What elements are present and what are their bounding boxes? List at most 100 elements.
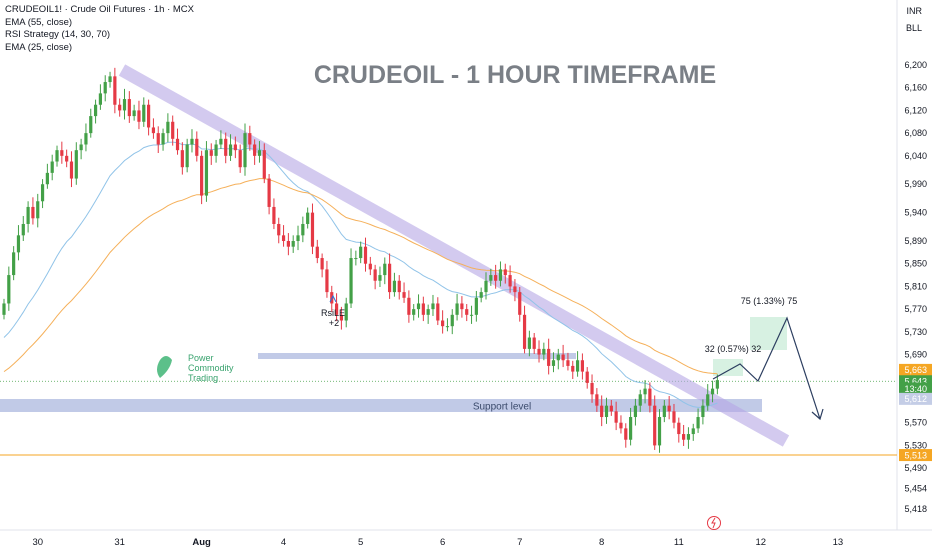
candle-body [624, 428, 628, 440]
candle-body [653, 405, 657, 446]
unit-label[interactable]: BLL [905, 23, 922, 33]
candle-body [503, 269, 507, 276]
candle-body [667, 405, 671, 412]
candle-body [262, 150, 266, 179]
candle-body [257, 150, 262, 156]
projection-path [712, 316, 821, 420]
candle-body [561, 354, 565, 361]
legend-rsi-strategy[interactable]: RSI Strategy (14, 30, 70) [5, 29, 111, 40]
candle-body [272, 206, 276, 224]
candle-body [498, 269, 503, 281]
candle-body [306, 212, 310, 224]
candle-body [12, 252, 16, 276]
candle-body [397, 280, 401, 293]
candle-body [537, 348, 541, 355]
candle-body [354, 258, 358, 260]
candle-body [127, 99, 131, 117]
candle-body [190, 138, 194, 145]
zones: Support level [0, 64, 897, 456]
candle-body [334, 303, 339, 315]
y-tick-label: 6,160 [904, 83, 927, 93]
candle-body [315, 246, 319, 259]
candle-body [228, 144, 233, 156]
candle-body [441, 320, 445, 327]
candle-body [185, 144, 189, 168]
candle-body [175, 138, 180, 151]
candle-body [522, 314, 527, 349]
trend-channel [118, 64, 790, 447]
candle-body [402, 292, 406, 298]
candle-body [421, 303, 425, 315]
legend-ema55[interactable]: EMA (55, close) [5, 16, 73, 28]
candle-body [204, 150, 209, 196]
rsi-signal-label: RsiLE [321, 308, 345, 318]
y-tick-label: 5,940 [904, 208, 927, 218]
rsi-signal-arrow [329, 294, 337, 303]
candle-body [248, 133, 252, 145]
logo-line-2: Commodity [188, 363, 234, 373]
candle-body [547, 348, 551, 366]
candle-body [657, 417, 662, 446]
candle-body [281, 235, 286, 242]
candle-body [378, 275, 382, 281]
candle-body [551, 360, 556, 366]
candle-body [320, 258, 324, 270]
candle-body [132, 110, 136, 117]
candle-body [696, 417, 700, 429]
x-tick-label: 4 [281, 537, 286, 548]
candle-body [253, 144, 257, 156]
annotations: CRUDEOIL - 1 HOUR TIMEFRAME 32 (0.57%) 32… [157, 61, 824, 530]
candle-body [344, 303, 348, 321]
y-tick-label: 5,890 [904, 236, 927, 246]
x-tick-label: 30 [32, 537, 43, 548]
candle-body [484, 280, 488, 293]
candles [2, 67, 719, 453]
candle-body [436, 303, 440, 321]
candle-body [349, 258, 353, 304]
y-tick-label: 5,490 [904, 463, 927, 473]
candle-body [575, 360, 580, 372]
candle-body [21, 223, 25, 236]
target-label-1: 32 (0.57%) 32 [705, 344, 762, 354]
legend-ema25[interactable]: EMA (25, close) [5, 41, 73, 53]
chart-legend: CRUDEOIL1! · Crude Oil Futures · 1h · MC… [5, 4, 194, 54]
candle-body [633, 405, 638, 418]
candle-body [479, 292, 483, 298]
candle-body [609, 405, 613, 412]
candle-body [542, 348, 546, 355]
candle-body [426, 309, 430, 315]
candle-body [431, 303, 435, 310]
logo-icon [157, 356, 172, 378]
candle-body [36, 201, 40, 219]
candle-body [412, 309, 416, 315]
x-tick-label: 5 [358, 537, 363, 548]
chart-title: CRUDEOIL - 1 HOUR TIMEFRAME [314, 61, 716, 89]
candle-body [45, 172, 49, 185]
candle-body [219, 138, 223, 145]
candle-body [147, 104, 151, 128]
candle-body [301, 223, 305, 236]
currency-label[interactable]: INR [906, 6, 923, 16]
candle-body [513, 286, 517, 293]
candle-body [243, 133, 247, 168]
candle-body [26, 206, 30, 224]
candle-body [16, 235, 21, 253]
event-icon [707, 516, 721, 530]
candle-body [450, 314, 454, 327]
legend-symbol[interactable]: CRUDEOIL1! · Crude Oil Futures · 1h · MC… [5, 4, 194, 15]
candle-body [715, 380, 719, 389]
candle-body [122, 99, 127, 111]
candle-body [619, 422, 623, 429]
candle-body [151, 127, 156, 134]
candle-body [672, 411, 676, 423]
candle-body [180, 150, 184, 168]
candle-body [368, 263, 372, 270]
candle-body [580, 360, 584, 372]
candle-body [166, 121, 170, 134]
candle-body [60, 150, 64, 156]
candle-body [489, 275, 493, 281]
candle-body [224, 138, 228, 156]
price-badge [899, 382, 932, 395]
candle-body [359, 246, 363, 259]
